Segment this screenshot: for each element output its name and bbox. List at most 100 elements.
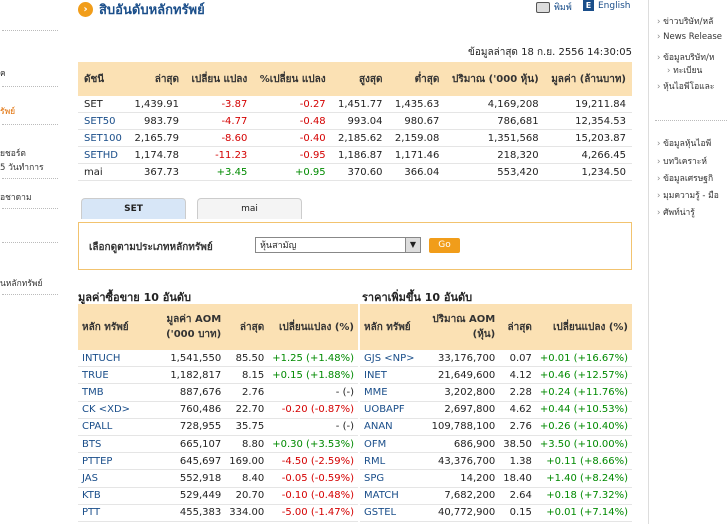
table-cell: 529,449 (134, 487, 226, 505)
table-cell: +0.26 (+10.40%) (535, 418, 632, 436)
symbol-link[interactable]: KTB (78, 487, 135, 505)
table-row: GSTEL 40,772,900 0.15 +0.01 (+7.14%) (360, 504, 632, 522)
right-nav-item[interactable]: บทวิเคราะห์ (657, 154, 707, 168)
table-row: CPALL 728,955 35.75- (-) (78, 418, 358, 436)
top-gainers-table: หลัก ทรัพย์ ปริมาณ AOM (หุ้น) ล่าสุด เปลี่ย… (360, 304, 632, 522)
left-nav-item[interactable]: 5 วันทำการ (0, 163, 44, 173)
left-nav-item[interactable]: อชาดาม (0, 193, 32, 203)
right-nav-item[interactable]: News Release (657, 32, 722, 42)
symbol-link[interactable]: GJS <NP> (360, 350, 419, 368)
top-gainers-title: ราคาเพิ่มขึ้น 10 อันดับ (362, 291, 473, 304)
table-cell: 980.67 (388, 112, 446, 130)
symbol-link[interactable]: ANAN (360, 418, 419, 436)
table-cell: -0.95 (253, 146, 332, 164)
index-name[interactable]: mai (78, 163, 129, 181)
index-name[interactable]: SET (78, 96, 129, 113)
table-cell: 1,435.63 (388, 96, 446, 113)
table-cell: 8.15 (225, 366, 269, 385)
table-cell: -8.60 (185, 129, 254, 147)
index-name[interactable]: SET50 (78, 112, 129, 130)
symbol-link[interactable]: BTS (78, 435, 135, 454)
print-label: พิมพ์ (554, 3, 572, 13)
table-cell: 1,351,568 (445, 129, 545, 147)
table-cell: 21,649,600 (418, 366, 500, 385)
go-button[interactable]: Go (429, 238, 460, 253)
security-type-select[interactable]: หุ้นสามัญ ▼ (255, 237, 421, 253)
table-cell: 4.62 (499, 401, 536, 419)
index-name[interactable]: SET100 (78, 129, 129, 147)
right-nav-item[interactable]: ข้อมูลบริษัท/ห (657, 50, 714, 64)
symbol-link[interactable]: TRUE (78, 366, 135, 385)
tab-mai[interactable]: mai (197, 198, 302, 219)
top-value-table: หลัก ทรัพย์ มูลค่า AOM ('000 บาท) ล่าสุด เป… (78, 304, 358, 522)
symbol-link[interactable]: JAS (78, 469, 135, 488)
left-sidebar: ค รัพย์ ยชอร์ต 5 วันทำการ อชาดาม นหลักทร… (0, 0, 62, 524)
symbol-link[interactable]: SPG (360, 469, 419, 488)
english-icon: E (583, 0, 594, 11)
table-cell: +0.01 (+16.67%) (535, 350, 632, 368)
symbol-link[interactable]: RML (360, 452, 419, 471)
right-nav-item[interactable]: ข้อมูลหุ้นไอพี (657, 136, 711, 150)
divider (2, 30, 58, 31)
right-sidebar: ข่าวบริษัท/หลั News Release ข้อมูลบริษัท… (648, 0, 728, 524)
table-cell: 993.04 (331, 112, 389, 130)
column-header: เปลี่ยนแปลง (%) (535, 304, 632, 350)
symbol-link[interactable]: UOBAPF (360, 401, 419, 419)
table-cell: - (-) (268, 418, 358, 436)
column-header: ปริมาณ ('000 หุ้น) (445, 62, 545, 96)
table-cell: -0.40 (253, 129, 332, 147)
table-cell: -5.00 (-1.47%) (268, 504, 358, 522)
table-cell: 3,202,800 (418, 383, 500, 402)
table-cell: 169.00 (225, 452, 269, 471)
symbol-link[interactable]: CPALL (78, 418, 135, 436)
right-nav-item[interactable]: มุมความรู้ - มือ (657, 188, 719, 202)
column-header: หลัก ทรัพย์ (78, 304, 135, 350)
left-nav-item-active[interactable]: รัพย์ (0, 107, 16, 117)
table-cell: 2,697,800 (418, 401, 500, 419)
symbol-link[interactable]: OFM (360, 435, 419, 454)
index-name[interactable]: SETHD (78, 146, 129, 164)
symbol-link[interactable]: CK <XD> (78, 401, 135, 419)
table-cell: 1,234.50 (544, 163, 632, 181)
symbol-link[interactable]: PTT (78, 504, 135, 522)
left-nav-item[interactable]: นหลักทรัพย์ (0, 279, 43, 289)
table-cell: 1,186.87 (331, 146, 389, 164)
table-cell: -4.50 (-2.59%) (268, 452, 358, 471)
table-row: RML 43,376,700 1.38 +0.11 (+8.66%) (360, 452, 632, 471)
right-nav-item-cont[interactable]: ทะเบียน (667, 63, 702, 77)
select-value: หุ้นสามัญ (260, 241, 297, 251)
symbol-link[interactable]: MME (360, 383, 419, 402)
page-title-text: สิบอันดับหลักทรัพย์ (99, 2, 205, 18)
symbol-link[interactable]: INET (360, 366, 419, 385)
right-nav-item[interactable]: ศัพท์น่ารู้ (657, 205, 695, 219)
symbol-link[interactable]: MATCH (360, 487, 419, 505)
last-update: ข้อมูลล่าสุด 18 ก.ย. 2556 14:30:05 (468, 47, 632, 58)
table-cell: 109,788,100 (418, 418, 500, 436)
table-cell: +0.44 (+10.53%) (535, 401, 632, 419)
symbol-link[interactable]: TMB (78, 383, 135, 402)
symbol-link[interactable]: GSTEL (360, 504, 419, 522)
print-link[interactable]: พิมพ์ (536, 0, 572, 14)
chevron-down-icon: ▼ (405, 238, 420, 252)
divider (2, 242, 58, 243)
left-nav-item[interactable]: ยชอร์ต (0, 149, 26, 159)
right-nav-item[interactable]: ข่าวบริษัท/หลั (657, 14, 713, 28)
left-nav-item[interactable]: ค (0, 69, 6, 79)
table-row: SET50 983.79 -4.77 -0.48 993.04 980.67 786,681… (78, 112, 632, 130)
column-header: สูงสุด (331, 62, 389, 96)
table-cell: 35.75 (225, 418, 269, 436)
table-cell: 12,354.53 (544, 112, 632, 130)
table-row: INTUCH 1,541,550 85.50 +1.25 (+1.48%) (78, 350, 358, 368)
symbol-link[interactable]: INTUCH (78, 350, 135, 368)
symbol-link[interactable]: PTTEP (78, 452, 135, 471)
column-header: ปริมาณ AOM (หุ้น) (418, 304, 500, 350)
tab-set[interactable]: SET (81, 198, 186, 219)
right-nav-item[interactable]: ข้อมูลเศรษฐกิ (657, 171, 713, 185)
table-cell: 15,203.87 (544, 129, 632, 147)
divider (2, 124, 58, 125)
english-link[interactable]: E English (583, 0, 631, 11)
table-row: PTT 455,383 334.00 -5.00 (-1.47%) (78, 504, 358, 522)
table-cell: 2.76 (499, 418, 536, 436)
table-cell: +0.18 (+7.32%) (535, 487, 632, 505)
right-nav-item[interactable]: หุ้นไอพีโอและ (657, 79, 714, 93)
